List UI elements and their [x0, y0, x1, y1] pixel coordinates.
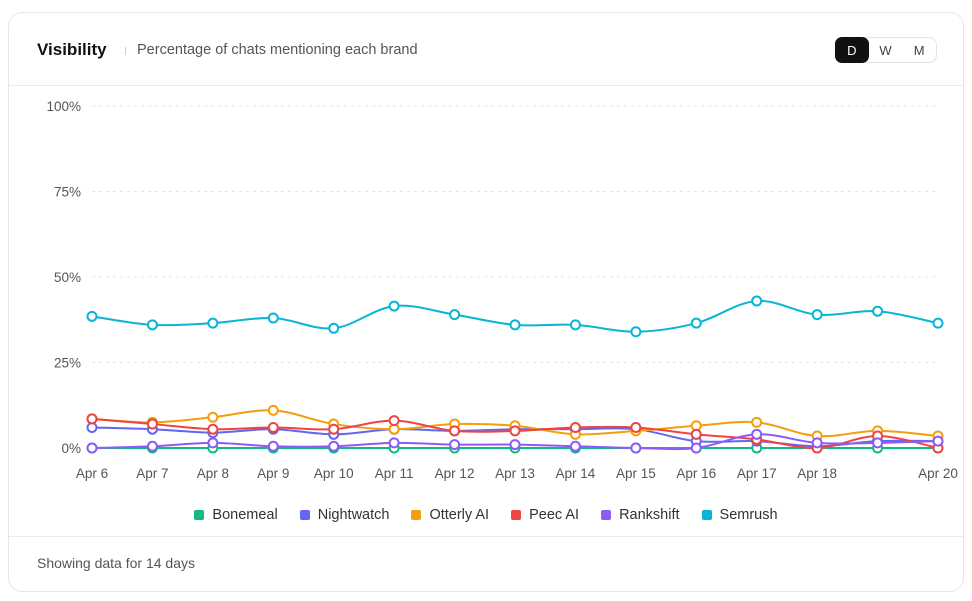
data-point-peec-ai: [690, 428, 702, 440]
data-point-semrush: [751, 295, 763, 307]
x-tick-label: Apr 14: [556, 466, 596, 481]
y-tick-label: 100%: [46, 99, 81, 114]
data-point-peec-ai: [86, 413, 98, 425]
x-tick-label: Apr 8: [197, 466, 229, 481]
legend-item-rankshift[interactable]: Rankshift: [601, 507, 680, 523]
data-point-rankshift: [86, 442, 98, 454]
data-point-semrush: [811, 309, 823, 321]
x-tick-label: Apr 13: [495, 466, 535, 481]
data-point-semrush: [267, 312, 279, 324]
data-point-peec-ai: [207, 423, 219, 435]
data-point-semrush: [932, 317, 944, 329]
y-tick-label: 0%: [61, 441, 81, 456]
data-point-otterly-ai: [751, 416, 763, 428]
data-point-rankshift: [569, 440, 581, 452]
x-tick-label: Apr 6: [76, 466, 108, 481]
card-header: Visibility Percentage of chats mentionin…: [9, 13, 963, 86]
data-point-rankshift: [932, 435, 944, 447]
legend-item-peec-ai[interactable]: Peec AI: [511, 507, 579, 523]
data-point-semrush: [872, 305, 884, 317]
data-point-rankshift: [811, 437, 823, 449]
legend-swatch: [411, 510, 422, 520]
data-point-rankshift: [449, 439, 461, 451]
x-tick-label: Apr 16: [676, 466, 716, 481]
range-month-button[interactable]: M: [913, 42, 925, 58]
y-tick-label: 25%: [54, 356, 81, 371]
legend-swatch: [299, 510, 310, 520]
data-point-semrush: [328, 322, 340, 334]
data-point-semrush: [207, 317, 219, 329]
data-point-peec-ai: [328, 423, 340, 435]
x-tick-label: Apr 9: [257, 466, 289, 481]
x-tick-label: Apr 17: [737, 466, 777, 481]
x-tick-label: Apr 15: [616, 466, 656, 481]
chart-legend: Bonemeal Nightwatch Otterly AI Peec AI Ranks…: [9, 507, 963, 523]
legend-label: Nightwatch: [317, 507, 390, 523]
range-week-button[interactable]: W: [879, 42, 892, 58]
data-point-semrush: [630, 326, 642, 338]
card-footer: Showing data for 14 days: [9, 536, 963, 591]
x-tick-label: Apr 18: [797, 466, 837, 481]
data-point-rankshift: [751, 428, 763, 440]
data-point-semrush: [146, 319, 158, 331]
y-tick-label: 75%: [54, 185, 81, 200]
legend-label: Rankshift: [619, 507, 680, 523]
x-tick-label: Apr 12: [435, 466, 475, 481]
range-toggle: D W M: [835, 37, 937, 63]
legend-item-otterly-ai[interactable]: Otterly AI: [411, 507, 489, 523]
y-tick-label: 50%: [54, 270, 81, 285]
data-point-rankshift: [328, 440, 340, 452]
legend-label: Peec AI: [529, 507, 580, 523]
card-subtitle: Percentage of chats mentioning each bran…: [137, 42, 418, 58]
data-point-semrush: [449, 309, 461, 321]
data-point-rankshift: [267, 440, 279, 452]
data-point-peec-ai: [146, 418, 158, 430]
legend-item-semrush[interactable]: Semrush: [701, 507, 778, 523]
data-point-peec-ai: [267, 421, 279, 433]
legend-swatch: [701, 510, 712, 520]
data-point-peec-ai: [449, 425, 461, 437]
data-point-otterly-ai: [207, 411, 219, 423]
x-tick-label: Apr 20: [918, 466, 958, 481]
data-point-rankshift: [388, 437, 400, 449]
data-point-peec-ai: [509, 425, 521, 437]
data-point-peec-ai: [388, 415, 400, 427]
x-tick-label: Apr 10: [314, 466, 354, 481]
title-separator: [125, 47, 126, 55]
legend-label: Semrush: [719, 507, 778, 523]
data-point-peec-ai: [569, 421, 581, 433]
legend-item-nightwatch[interactable]: Nightwatch: [299, 507, 390, 523]
footer-text: Showing data for 14 days: [37, 555, 195, 571]
data-point-semrush: [509, 319, 521, 331]
data-point-rankshift: [207, 437, 219, 449]
x-tick-label: Apr 11: [375, 466, 414, 481]
data-point-semrush: [86, 310, 98, 322]
data-point-rankshift: [146, 440, 158, 452]
legend-item-bonemeal[interactable]: Bonemeal: [194, 507, 278, 523]
data-point-semrush: [690, 317, 702, 329]
data-point-rankshift: [509, 439, 521, 451]
legend-swatch: [601, 510, 612, 520]
data-point-otterly-ai: [267, 404, 279, 416]
data-point-peec-ai: [630, 421, 642, 433]
data-point-rankshift: [872, 437, 884, 449]
line-chart: 0% 25% 50% 75% 100% Apr 6 Apr 7 Apr 8 Apr 9 Apr 1…: [46, 99, 958, 481]
range-day-button[interactable]: D: [835, 37, 869, 63]
data-point-semrush: [569, 319, 581, 331]
x-tick-label: Apr 7: [136, 466, 168, 481]
data-point-rankshift: [630, 442, 642, 454]
data-point-semrush: [388, 300, 400, 312]
legend-label: Bonemeal: [212, 507, 278, 523]
legend-swatch: [194, 510, 205, 520]
visibility-card: Visibility Percentage of chats mentionin…: [8, 12, 964, 592]
legend-swatch: [511, 510, 522, 520]
data-point-rankshift: [690, 442, 702, 454]
card-title: Visibility: [37, 40, 107, 59]
legend-label: Otterly AI: [429, 507, 490, 523]
